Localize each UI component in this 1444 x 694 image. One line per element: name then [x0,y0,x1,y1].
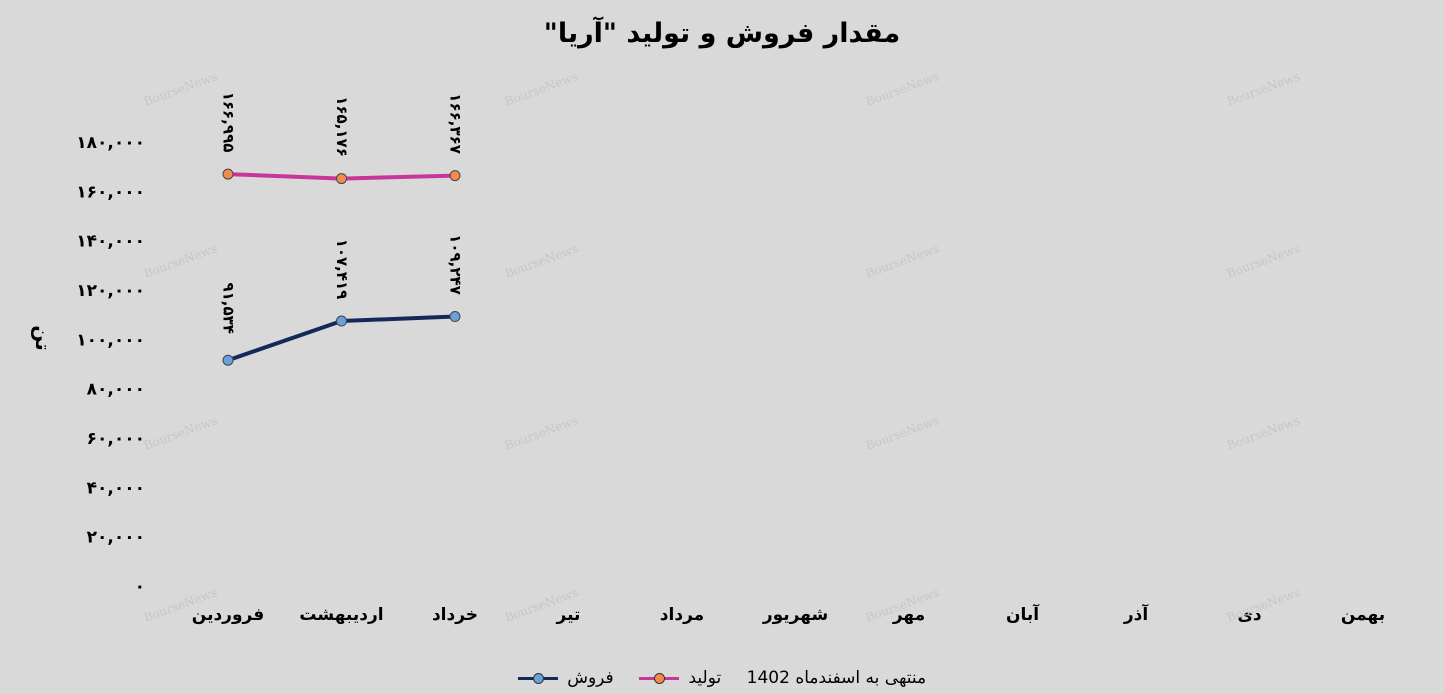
y-tick-label: ۴۰,۰۰۰ [87,478,145,498]
data-point [336,315,347,327]
y-tick-label: ۸۰,۰۰۰ [87,380,145,400]
y-tick-label: ۱۲۰,۰۰۰ [76,281,145,301]
x-tick-label: خرداد [432,605,478,625]
x-tick-label: فروردین [192,605,264,625]
x-tick-label: دی [1237,605,1262,625]
x-tick-label: مرداد [660,605,704,625]
data-point [222,168,234,180]
x-tick-label: بهمن [1341,605,1385,625]
x-tick-label: تیر [556,605,581,625]
legend-item-production: تولید [639,668,721,688]
data-label: ۱۶۶,۳۶۷ [447,93,465,154]
legend-item-sales: فروش [517,668,614,688]
y-tick-label: ۱۰۰,۰۰۰ [76,330,145,350]
data-point [222,354,234,366]
y-tick-label: ۲۰,۰۰۰ [87,528,145,548]
y-tick-label: ۱۴۰,۰۰۰ [76,232,145,252]
data-label: ۱۶۶,۹۹۵ [220,92,238,153]
data-point [336,173,347,185]
data-label: ۱۶۵,۱۷۶ [333,96,351,157]
data-point [449,170,461,182]
data-point [449,311,461,323]
data-label: ۱۰۹,۲۴۷ [447,234,465,295]
x-tick-label: شهریور [762,605,828,625]
legend-label-sales: فروش [567,668,614,688]
legend-swatch-production [639,672,680,684]
data-label: ۱۰۷,۴۱۹ [333,239,351,300]
chart-title: مقدار فروش و تولید "آریا" [543,18,901,49]
x-tick-label: آبان [1006,603,1040,625]
y-tick-label: ۰ [135,577,145,597]
legend: منتهی به اسفندماه 1402 تولید فروش [0,668,1444,688]
legend-note: منتهی به اسفندماه 1402 [746,668,927,688]
y-tick-label: ۶۰,۰۰۰ [87,429,145,449]
y-tick-label: ۱۸۰,۰۰۰ [76,133,145,153]
x-tick-label: آذر [1123,603,1150,625]
legend-label-production: تولید [688,668,722,688]
x-tick-label: اردیبهشت [299,605,383,625]
data-label: ۹۱,۵۳۴ [220,282,238,333]
legend-swatch-sales [517,672,558,684]
y-tick-label: ۱۶۰,۰۰۰ [76,182,145,202]
x-tick-label: مهر [892,605,925,625]
